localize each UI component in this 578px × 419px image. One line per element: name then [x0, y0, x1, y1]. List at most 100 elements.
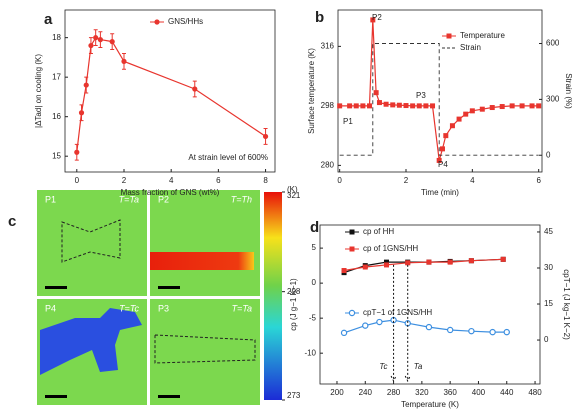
marker — [74, 149, 80, 155]
y-tick-label: 18 — [52, 33, 61, 42]
marker — [370, 17, 376, 23]
marker — [519, 103, 525, 109]
marker — [500, 256, 506, 262]
y2-tick-label: 15 — [544, 299, 553, 308]
scale-bar — [45, 395, 67, 398]
marker — [443, 133, 449, 139]
x-tick-label: 8 — [263, 176, 268, 185]
marker — [383, 101, 389, 107]
legend-marker — [349, 246, 355, 252]
legend-label: cp of HH — [363, 227, 394, 236]
x-axis-label: Mass fraction of GNS (wt%) — [121, 188, 220, 197]
y-axis-label: |ΔTad| on cooling (K) — [34, 54, 43, 128]
marker — [362, 264, 368, 270]
marker — [436, 157, 442, 163]
marker — [509, 103, 515, 109]
marker — [426, 259, 432, 265]
image-label: P1 — [45, 194, 56, 204]
marker — [97, 37, 103, 43]
y2-tick-label: 600 — [546, 39, 560, 48]
marker — [109, 39, 115, 45]
y-axis-label: cp (J g−1 K−1) — [289, 278, 298, 331]
marker — [447, 259, 453, 265]
y-tick-label: 15 — [52, 151, 61, 160]
colorbar-unit: (K) — [287, 185, 298, 194]
marker — [456, 116, 462, 122]
marker — [410, 103, 416, 109]
colorbar — [264, 192, 282, 400]
image-condition: T=Th — [231, 194, 252, 204]
legend-label: cpT−1 of 1GNS/HH — [363, 308, 432, 317]
x-tick-label: 6 — [216, 176, 221, 185]
marker — [499, 104, 505, 110]
marker — [469, 108, 475, 114]
marker — [396, 102, 402, 108]
series-line — [339, 43, 539, 156]
marker — [423, 103, 429, 109]
panel-label: d — [310, 219, 319, 236]
y-tick-label: -5 — [309, 313, 317, 322]
y-tick-label: 280 — [321, 160, 335, 169]
colorbar-tick-label: 298 — [287, 287, 301, 296]
colorbar-tick-label: 321 — [287, 191, 301, 200]
thermal-image — [37, 190, 147, 296]
legend-marker — [348, 309, 356, 317]
y-tick-label: 5 — [312, 243, 317, 252]
panel-label: b — [315, 9, 324, 26]
arrow — [404, 264, 411, 383]
plot-frame — [337, 9, 543, 173]
legend-label: Temperature — [460, 31, 505, 40]
y2-tick-label: 0 — [546, 150, 551, 159]
marker — [479, 106, 485, 112]
marker — [341, 268, 347, 274]
legend-label: Strain — [460, 43, 481, 52]
annotation: P1 — [343, 117, 353, 126]
scale-bar — [158, 395, 180, 398]
chart: a 0 2 4 6 8 15 16 17 18 Mass fraction of GNS (wt%)… — [34, 9, 276, 197]
x-tick-label: 6 — [536, 176, 541, 185]
marker — [373, 90, 379, 96]
hot-strip — [150, 252, 254, 270]
panel-label: c — [8, 213, 16, 230]
y-tick-label: 298 — [321, 101, 335, 110]
image-label: P4 — [45, 303, 56, 313]
marker — [337, 103, 343, 109]
marker — [383, 262, 389, 268]
y-tick-label: 16 — [52, 112, 61, 121]
marker — [362, 322, 369, 329]
image-condition: T=Ta — [232, 303, 252, 313]
marker — [463, 111, 469, 117]
y2-tick-label: 45 — [544, 227, 553, 236]
marker — [489, 328, 496, 336]
thermal-image — [150, 190, 260, 296]
image-label: P2 — [158, 194, 169, 204]
x-axis-label: Temperature (K) — [401, 400, 459, 409]
y2-axis-label: Strain (%) — [564, 73, 573, 109]
y2-tick-label: 0 — [544, 335, 549, 344]
marker — [78, 110, 85, 116]
x-tick-label: 4 — [169, 176, 174, 185]
x-tick-label: 2 — [122, 176, 127, 185]
marker — [262, 133, 269, 140]
outline — [61, 219, 121, 263]
x-tick-label: 400 — [472, 388, 486, 397]
y-axis-label: Surface temperature (K) — [307, 48, 316, 134]
thermal-image — [150, 299, 260, 405]
arrow — [390, 264, 397, 383]
marker — [383, 259, 389, 265]
legend-marker — [446, 33, 452, 39]
marker — [83, 82, 89, 88]
series-line — [344, 258, 504, 272]
y-tick-label: 17 — [52, 72, 61, 81]
scale-bar — [158, 286, 180, 289]
marker — [88, 42, 94, 49]
marker — [121, 58, 127, 64]
series-line — [76, 36, 266, 153]
series-line — [339, 19, 539, 161]
annotation: P2 — [372, 13, 382, 22]
x-tick-label: 2 — [404, 176, 409, 185]
x-tick-label: 4 — [470, 176, 475, 185]
y-tick-label: -10 — [304, 348, 316, 357]
marker — [430, 103, 436, 109]
outline — [154, 334, 256, 364]
